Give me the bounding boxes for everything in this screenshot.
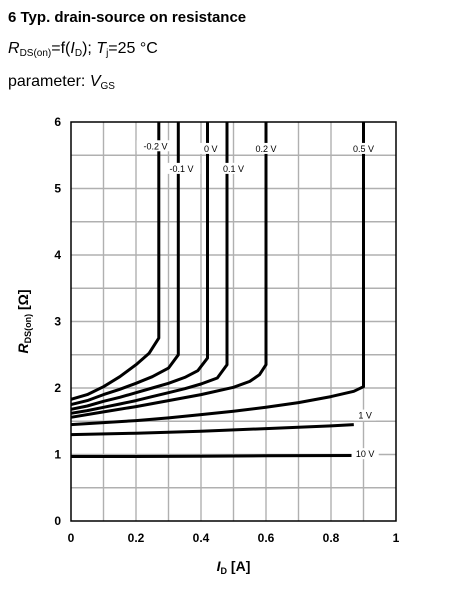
series-label-bg [351, 448, 379, 460]
parameter-label: parameter: [8, 73, 90, 90]
formula-eq: =f( [51, 40, 71, 57]
series-label: 0 V [204, 144, 218, 154]
x-tick-label: 1 [393, 531, 400, 545]
grid [71, 122, 396, 521]
y-tick-label: 0 [54, 514, 61, 528]
series-line [70, 122, 161, 401]
series-label: 0.5 V [353, 144, 374, 154]
r-symbol: R [8, 40, 20, 57]
series-line [71, 454, 354, 458]
x-tick-label: 0.2 [128, 531, 145, 545]
series-label-bg [354, 409, 377, 421]
tick-labels: 0 0.2 0.4 0.6 0.8 1 0 1 2 3 4 5 6 [54, 115, 399, 545]
formula-temp: =25 °C [108, 40, 158, 57]
plot-frame [70, 121, 397, 522]
y-tick-label: 4 [54, 248, 61, 262]
y-tick-label: 6 [54, 115, 61, 129]
y-tick-label: 1 [54, 448, 61, 462]
x-tick-label: 0.4 [193, 531, 210, 545]
series-label-bg [199, 142, 222, 154]
series-label-bg [162, 162, 201, 174]
i-subscript: D [74, 48, 83, 59]
series-label-bg [347, 142, 380, 154]
formula-close: ); [82, 40, 97, 57]
y-axis-label: RDS(on) [Ω] [15, 289, 33, 353]
x-tick-label: 0 [68, 531, 75, 545]
series-label: -0.1 V [169, 164, 193, 174]
series-label: 0.2 V [255, 144, 276, 154]
t-symbol: T [96, 40, 107, 57]
i-symbol: I [70, 40, 75, 57]
v-symbol: V [89, 73, 101, 90]
t-subscript: j [106, 48, 109, 59]
v-subscript: GS [100, 81, 115, 92]
curve-labels: -0.2 V -0.1 V 0 V 0.1 V 0.2 V 0.5 V 1 V 10 V [136, 140, 380, 460]
parameter-line: parameter: VGS [8, 73, 115, 92]
y-tick-label: 2 [54, 381, 61, 395]
series-label-bg [136, 140, 175, 152]
series-line [70, 423, 354, 437]
series-label: 1 V [358, 411, 372, 421]
series-label: -0.2 V [143, 141, 167, 151]
series-line [70, 122, 365, 427]
series-line [70, 122, 209, 411]
page-title: 6 Typ. drain-source on resistance [8, 9, 247, 26]
series-line [70, 122, 268, 419]
x-axis-label: ID [A] [217, 558, 251, 576]
series-label: 0.1 V [223, 164, 244, 174]
series-label: 10 V [356, 449, 375, 459]
series-label-bg [217, 162, 250, 174]
series-label-bg [249, 142, 283, 154]
x-tick-label: 0.6 [258, 531, 275, 545]
y-tick-label: 5 [54, 182, 61, 196]
series-line [70, 122, 180, 407]
r-subscript: DS(on) [19, 48, 52, 59]
series-line [70, 122, 229, 415]
curves [70, 122, 365, 458]
formula-line: RDS(on)=f(ID); Tj=25 °C [8, 40, 158, 59]
x-tick-label: 0.8 [323, 531, 340, 545]
y-tick-label: 3 [54, 315, 61, 329]
